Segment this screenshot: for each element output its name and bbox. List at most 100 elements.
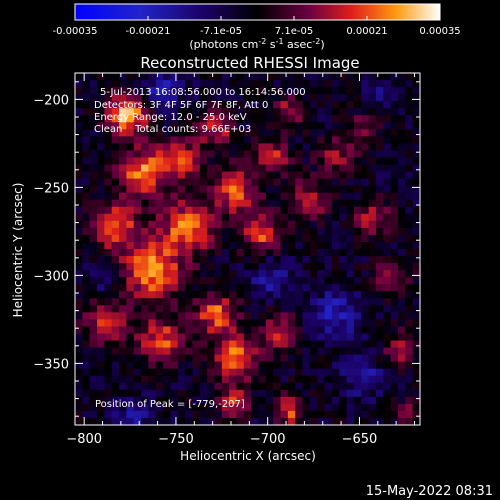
heatmap-cell bbox=[236, 298, 245, 306]
heatmap-cell bbox=[302, 87, 311, 95]
heatmap-cell bbox=[126, 333, 135, 342]
heatmap-cell bbox=[97, 73, 105, 81]
heatmap-cell bbox=[119, 368, 127, 377]
heatmap-cell bbox=[243, 199, 252, 208]
heatmap-cell bbox=[412, 270, 420, 278]
heatmap-cell bbox=[375, 326, 384, 334]
heatmap-cell bbox=[192, 340, 201, 349]
heatmap-cell bbox=[258, 333, 267, 342]
heatmap-cell bbox=[383, 403, 392, 412]
heatmap-cell bbox=[390, 150, 399, 158]
heatmap-cell bbox=[221, 241, 230, 250]
heatmap-cell bbox=[243, 220, 252, 229]
heatmap-cell bbox=[199, 220, 208, 229]
heatmap-cell bbox=[170, 305, 179, 313]
heatmap-cell bbox=[412, 333, 420, 342]
heatmap-cell bbox=[243, 249, 252, 257]
heatmap-cell bbox=[163, 389, 171, 398]
heatmap-cell bbox=[265, 270, 274, 278]
heatmap-cell bbox=[295, 143, 304, 151]
heatmap-cell bbox=[375, 396, 384, 405]
heatmap-cell bbox=[111, 368, 120, 377]
annotation-detectors: Detectors: 3F 4F 5F 6F 7F 8F, Att 0 bbox=[94, 100, 268, 111]
heatmap-cell bbox=[207, 410, 215, 419]
heatmap-cell bbox=[148, 129, 157, 137]
heatmap-cell bbox=[155, 410, 164, 419]
heatmap-cell bbox=[229, 171, 237, 180]
heatmap-cell bbox=[207, 94, 215, 102]
heatmap-cell bbox=[273, 382, 282, 391]
heatmap-cell bbox=[104, 87, 113, 95]
heatmap-cell bbox=[346, 326, 355, 334]
heatmap-cell bbox=[97, 403, 105, 412]
heatmap-cell bbox=[309, 382, 318, 391]
heatmap-cell bbox=[163, 382, 171, 391]
heatmap-cell bbox=[309, 136, 318, 144]
heatmap-cell bbox=[273, 396, 282, 405]
heatmap-cell bbox=[302, 171, 311, 180]
heatmap-cell bbox=[317, 417, 326, 425]
heatmap-cell bbox=[170, 87, 179, 95]
heatmap-cell bbox=[97, 368, 105, 377]
heatmap-cell bbox=[82, 122, 91, 130]
heatmap-cell bbox=[221, 192, 230, 201]
heatmap-cell bbox=[104, 249, 113, 257]
heatmap-cell bbox=[309, 185, 318, 194]
heatmap-cell bbox=[155, 122, 164, 130]
heatmap-cell bbox=[89, 277, 98, 285]
y-tick-label: −200 bbox=[33, 93, 69, 108]
heatmap-cell bbox=[207, 143, 215, 151]
heatmap-cell bbox=[361, 73, 370, 81]
heatmap-cell bbox=[163, 347, 171, 356]
heatmap-cell bbox=[97, 87, 105, 95]
heatmap-cell bbox=[214, 80, 223, 88]
heatmap-cell bbox=[126, 80, 135, 88]
heatmap-cell bbox=[192, 220, 201, 229]
heatmap-cell bbox=[177, 389, 186, 398]
heatmap-cell bbox=[75, 410, 83, 419]
heatmap-cell bbox=[331, 199, 340, 208]
heatmap-cell bbox=[133, 291, 142, 299]
heatmap-cell bbox=[353, 298, 362, 306]
heatmap-cell bbox=[331, 389, 340, 398]
heatmap-cell bbox=[251, 241, 260, 250]
heatmap-cell bbox=[236, 382, 245, 391]
heatmap-cell bbox=[177, 284, 186, 292]
heatmap-cell bbox=[75, 178, 83, 187]
heatmap-cell bbox=[405, 305, 414, 313]
heatmap-cell bbox=[163, 80, 171, 88]
heatmap-cell bbox=[199, 129, 208, 137]
heatmap-cell bbox=[111, 185, 120, 194]
heatmap-cell bbox=[243, 410, 252, 419]
heatmap-cell bbox=[405, 263, 414, 271]
heatmap-cell bbox=[148, 277, 157, 285]
heatmap-cell bbox=[265, 94, 274, 102]
heatmap-cell bbox=[75, 305, 83, 313]
heatmap-cell bbox=[331, 354, 340, 363]
heatmap-cell bbox=[390, 403, 399, 412]
heatmap-cell bbox=[331, 94, 340, 102]
heatmap-cell bbox=[119, 122, 127, 130]
heatmap-cell bbox=[368, 185, 377, 194]
heatmap-cell bbox=[273, 368, 282, 377]
heatmap-cell bbox=[243, 347, 252, 356]
heatmap-cell bbox=[302, 361, 311, 370]
heatmap-cell bbox=[229, 178, 237, 187]
heatmap-cell bbox=[199, 298, 208, 306]
heatmap-cell bbox=[280, 185, 289, 194]
heatmap-cell bbox=[317, 199, 326, 208]
heatmap-cell bbox=[148, 213, 157, 222]
heatmap-cell bbox=[317, 270, 326, 278]
heatmap-cell bbox=[126, 213, 135, 222]
heatmap-cell bbox=[170, 143, 179, 151]
heatmap-cell bbox=[207, 220, 215, 229]
heatmap-cell bbox=[273, 277, 282, 285]
heatmap-cell bbox=[221, 150, 230, 158]
heatmap-cell bbox=[185, 347, 193, 356]
colorbar-tick-label: 0.00035 bbox=[419, 26, 460, 37]
heatmap-cell bbox=[97, 312, 105, 320]
heatmap-cell bbox=[258, 277, 267, 285]
heatmap-cell bbox=[302, 150, 311, 158]
heatmap-cell bbox=[89, 227, 98, 236]
heatmap-cell bbox=[339, 227, 348, 236]
